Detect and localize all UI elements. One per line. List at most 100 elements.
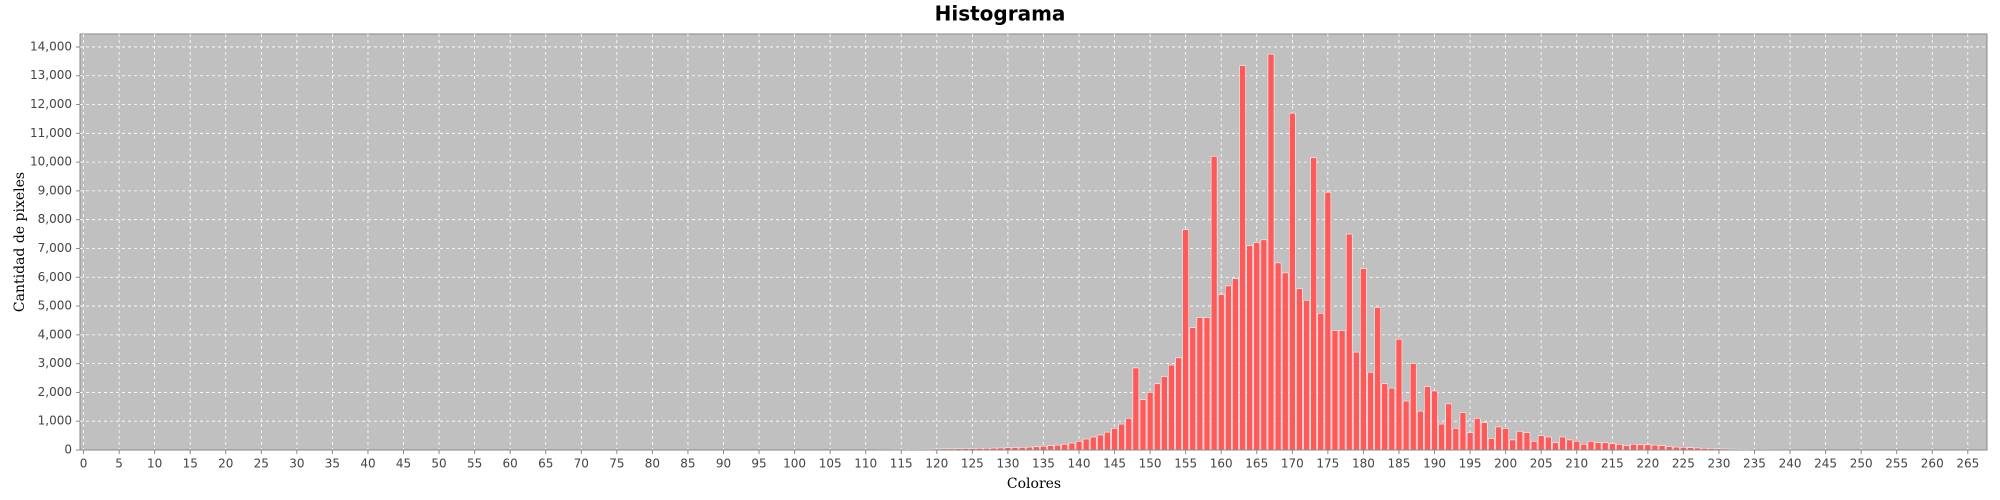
- bar: [1374, 307, 1381, 451]
- x-tick-label: 135: [1032, 457, 1055, 471]
- bar: [1260, 239, 1268, 451]
- bar: [1616, 443, 1623, 451]
- y-tick-label: 11,000: [30, 126, 72, 140]
- bar: [1545, 436, 1552, 451]
- bar: [1132, 367, 1140, 451]
- bar: [1118, 423, 1125, 451]
- x-tick-label: 110: [854, 457, 877, 471]
- bar: [1665, 446, 1673, 451]
- x-tick-label: 115: [890, 457, 913, 471]
- bar: [1217, 294, 1225, 451]
- bar: [1530, 441, 1538, 451]
- x-tick-label: 25: [254, 457, 269, 471]
- bar: [1559, 436, 1566, 451]
- bar: [1089, 436, 1097, 451]
- bar: [1040, 446, 1047, 451]
- y-tick-label: 13,000: [30, 68, 72, 82]
- bar: [1466, 432, 1474, 451]
- x-tick-label: 185: [1388, 457, 1411, 471]
- bar: [1210, 156, 1218, 451]
- bar: [1345, 233, 1353, 451]
- bar: [1239, 65, 1246, 451]
- bar: [1161, 376, 1168, 451]
- y-tick-label: 8,000: [38, 212, 72, 226]
- x-tick-label: 210: [1565, 457, 1588, 471]
- bar: [1502, 428, 1509, 451]
- y-tick-label: 4,000: [38, 327, 72, 341]
- bar: [1139, 399, 1147, 451]
- bar: [1182, 229, 1189, 451]
- bar: [1353, 351, 1360, 451]
- bar: [1431, 390, 1438, 451]
- y-tick-label: 7,000: [38, 241, 72, 255]
- x-tick-label: 60: [503, 457, 518, 471]
- bar: [1438, 423, 1445, 451]
- x-tick-label: 215: [1601, 457, 1624, 471]
- bar: [1317, 313, 1324, 451]
- x-tick-label: 130: [996, 457, 1019, 471]
- x-tick-label: 180: [1352, 457, 1375, 471]
- bar: [1573, 441, 1580, 451]
- bar: [1196, 317, 1204, 451]
- bar: [1459, 412, 1467, 451]
- bar: [1274, 262, 1282, 451]
- x-tick-label: 0: [80, 457, 88, 471]
- x-tick-label: 255: [1885, 457, 1908, 471]
- x-tick-label: 15: [183, 457, 198, 471]
- bar: [1097, 434, 1104, 451]
- bar: [1146, 392, 1154, 451]
- x-tick-label: 45: [396, 457, 411, 471]
- x-tick-label: 230: [1707, 457, 1730, 471]
- x-tick-label: 35: [325, 457, 340, 471]
- bar: [1281, 272, 1289, 451]
- x-tick-label: 220: [1636, 457, 1659, 471]
- bar: [1111, 428, 1118, 451]
- x-tick-label: 50: [431, 457, 446, 471]
- x-tick-label: 105: [819, 457, 842, 471]
- bar: [1225, 285, 1232, 451]
- x-tick-label: 125: [961, 457, 984, 471]
- bar: [1417, 410, 1424, 451]
- bar: [1061, 443, 1069, 451]
- bar: [1310, 157, 1317, 451]
- x-tick-label: 65: [538, 457, 553, 471]
- bar: [1296, 288, 1303, 451]
- bar: [1047, 445, 1054, 451]
- bar: [1175, 357, 1182, 451]
- x-tick-label: 175: [1316, 457, 1339, 471]
- bar: [1644, 444, 1652, 451]
- y-tick-label: 2,000: [38, 385, 72, 399]
- x-tick-label: 195: [1459, 457, 1482, 471]
- x-tick-label: 5: [115, 457, 123, 471]
- bar: [1381, 383, 1388, 451]
- x-tick-label: 85: [680, 457, 695, 471]
- bar: [1637, 444, 1644, 451]
- x-tick-label: 30: [289, 457, 304, 471]
- x-tick-label: 140: [1068, 457, 1091, 471]
- bar: [1587, 441, 1595, 451]
- bar: [1168, 364, 1175, 451]
- bar: [1651, 444, 1659, 451]
- bar: [1289, 112, 1296, 451]
- bar: [1424, 386, 1431, 451]
- x-tick-label: 55: [467, 457, 482, 471]
- y-tick-label: 1,000: [38, 414, 72, 428]
- bar: [1232, 278, 1239, 451]
- bar: [1566, 439, 1573, 451]
- bar: [1445, 403, 1452, 451]
- x-axis-label: Colores: [1007, 476, 1061, 492]
- bar: [1075, 441, 1083, 451]
- bar: [1452, 428, 1460, 451]
- bar: [1203, 317, 1211, 451]
- bar: [1054, 444, 1061, 451]
- y-tick-label: 5,000: [38, 299, 72, 313]
- x-tick-label: 20: [218, 457, 233, 471]
- x-tick-label: 145: [1103, 457, 1126, 471]
- y-tick-label: 10,000: [30, 155, 72, 169]
- bar: [1267, 53, 1275, 451]
- bar: [1331, 330, 1339, 451]
- y-tick-label: 0: [64, 443, 72, 457]
- y-tick-label: 9,000: [38, 183, 72, 197]
- x-tick-label: 235: [1743, 457, 1766, 471]
- bar: [1303, 300, 1310, 451]
